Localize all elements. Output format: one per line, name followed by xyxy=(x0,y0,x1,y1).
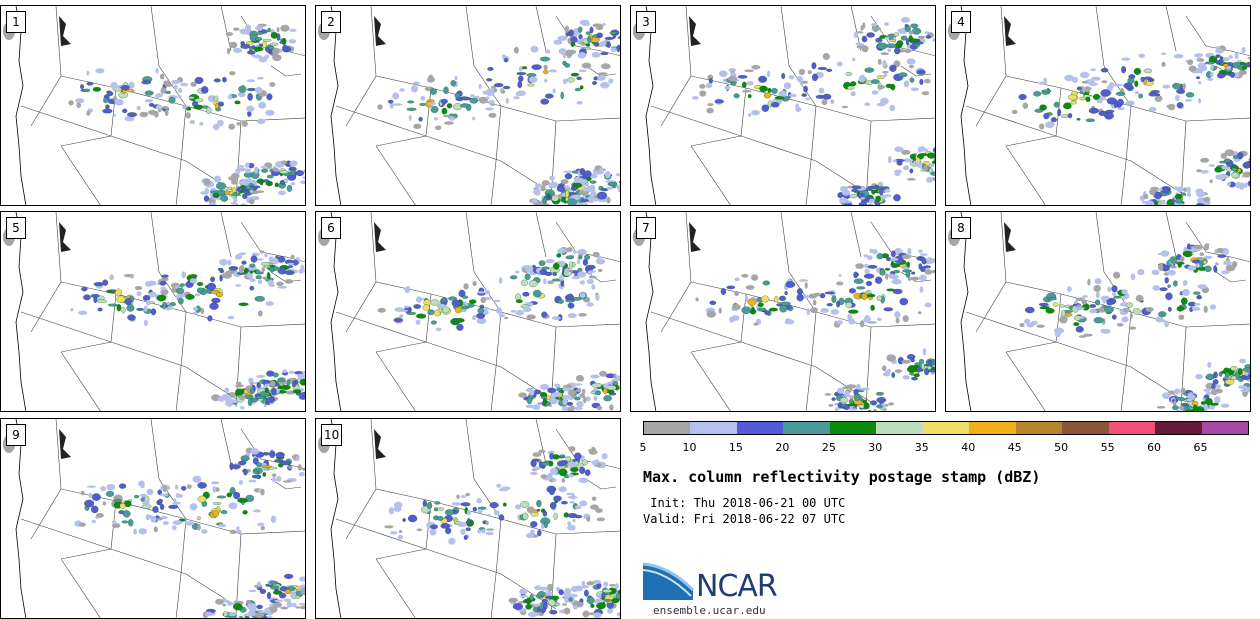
member-number-label: 9 xyxy=(6,424,26,446)
figure-title: Max. column reflectivity postage stamp (… xyxy=(643,468,1041,486)
colorbar-swatch xyxy=(1015,422,1063,434)
map-icon xyxy=(948,6,1250,205)
colorbar-tick-label: 10 xyxy=(682,441,697,454)
map-icon xyxy=(318,212,620,411)
ensemble-member-panel: 10 xyxy=(315,418,621,619)
ensemble-member-panel: 3 xyxy=(630,5,936,206)
ncar-logo-text: NCAR xyxy=(696,569,778,604)
colorbar-tick-label: 45 xyxy=(1007,441,1022,454)
member-number-label: 3 xyxy=(636,11,656,33)
map-icon xyxy=(318,6,620,205)
reflectivity-colorbar xyxy=(643,421,1249,435)
colorbar-swatch xyxy=(1155,422,1202,434)
ensemble-member-panel: 1 xyxy=(0,5,306,206)
colorbar-swatch xyxy=(1201,422,1249,434)
colorbar-tick-label: 55 xyxy=(1100,441,1115,454)
colorbar-swatch xyxy=(736,422,784,434)
map-icon xyxy=(3,419,305,618)
map-icon xyxy=(633,212,935,411)
colorbar-swatch xyxy=(969,422,1016,434)
init-time: Init: Thu 2018-06-21 00 UTC xyxy=(643,496,846,510)
ensemble-member-panel: 8 xyxy=(945,211,1251,412)
colorbar-tick-label: 5 xyxy=(639,441,647,454)
valid-time: Valid: Fri 2018-06-22 07 UTC xyxy=(643,512,846,526)
member-number-label: 4 xyxy=(951,11,971,33)
ensemble-member-panel: 6 xyxy=(315,211,621,412)
map-icon xyxy=(633,6,935,205)
member-number-label: 8 xyxy=(951,217,971,239)
ensemble-member-panel: 4 xyxy=(945,5,1251,206)
colorbar-tick-label: 50 xyxy=(1054,441,1069,454)
site-url: ensemble.ucar.edu xyxy=(653,604,766,617)
ensemble-member-panel: 9 xyxy=(0,418,306,619)
ensemble-member-panel: 2 xyxy=(315,5,621,206)
member-number-label: 7 xyxy=(636,217,656,239)
map-icon xyxy=(3,6,305,205)
colorbar-tick-label: 60 xyxy=(1147,441,1162,454)
member-number-label: 6 xyxy=(321,217,341,239)
colorbar-swatch xyxy=(644,422,691,434)
member-number-label: 2 xyxy=(321,11,341,33)
colorbar-tick-label: 20 xyxy=(775,441,790,454)
member-number-label: 10 xyxy=(321,424,343,446)
colorbar-swatch xyxy=(1062,422,1109,434)
colorbar-tick-label: 35 xyxy=(914,441,929,454)
ensemble-member-panel: 7 xyxy=(630,211,936,412)
map-icon xyxy=(3,212,305,411)
member-number-label: 1 xyxy=(6,11,26,33)
colorbar-tick-label: 65 xyxy=(1193,441,1208,454)
member-number-label: 5 xyxy=(6,217,26,239)
colorbar-tick-label: 25 xyxy=(821,441,836,454)
colorbar-tick-label: 15 xyxy=(728,441,743,454)
colorbar-swatch xyxy=(690,422,737,434)
map-icon xyxy=(948,212,1250,411)
map-icon xyxy=(318,419,620,618)
colorbar-swatch xyxy=(876,422,923,434)
colorbar-swatch xyxy=(922,422,970,434)
colorbar-swatch xyxy=(783,422,830,434)
ensemble-member-panel: 5 xyxy=(0,211,306,412)
colorbar-swatch xyxy=(1108,422,1156,434)
colorbar-tick-label: 30 xyxy=(868,441,883,454)
colorbar-tick-label: 40 xyxy=(961,441,976,454)
colorbar-swatch xyxy=(829,422,877,434)
ncar-logo-icon xyxy=(643,562,695,600)
